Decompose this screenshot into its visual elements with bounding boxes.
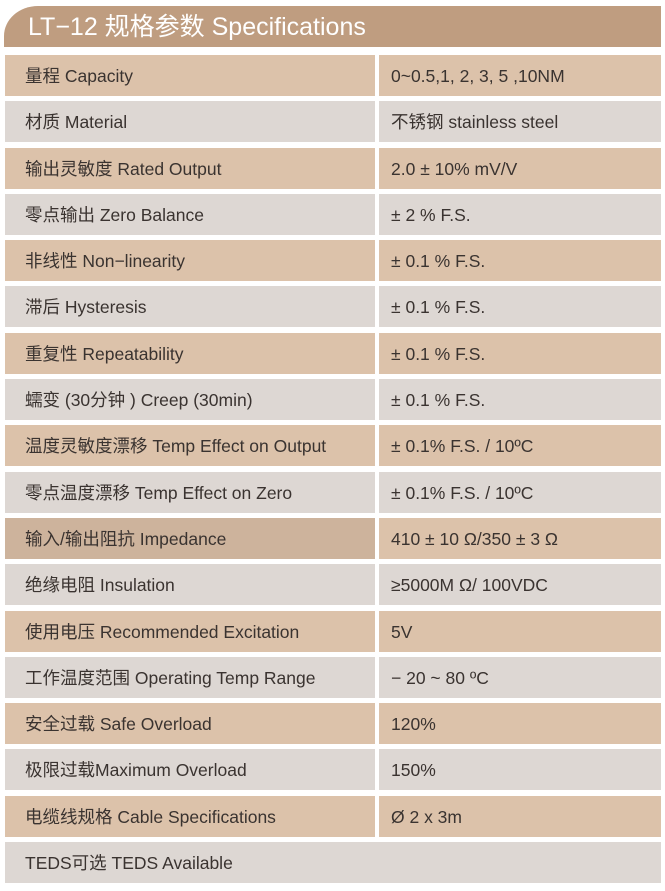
spec-label: 输出灵敏度 Rated Output [5,147,375,189]
spec-value: 不锈钢 stainless steel [379,101,661,143]
spec-label: 零点输出 Zero Balance [5,193,375,235]
spec-row: 输入/输出阻抗 Impedance 410 ± 10 Ω/350 ± 3 Ω [5,517,661,559]
spec-row: 零点温度漂移 Temp Effect on Zero ± 0.1% F.S. /… [5,471,661,513]
spec-row: 材质 Material 不锈钢 stainless steel [5,101,661,143]
spec-table-title: LT−12 规格参数 Specifications [4,6,661,47]
spec-label: 量程 Capacity [5,55,375,96]
spec-label: 材质 Material [5,101,375,143]
spec-row: 零点输出 Zero Balance ± 2 % F.S. [5,193,661,235]
spec-value: Ø 2 x 3m [379,795,661,837]
spec-label: 温度灵敏度漂移 Temp Effect on Output [5,425,375,467]
spec-label: 工作温度范围 Operating Temp Range [5,656,375,698]
spec-row: 重复性 Repeatability ± 0.1 % F.S. [5,332,661,374]
spec-label: 非线性 Non−linearity [5,240,375,282]
spec-row: 使用电压 Recommended Excitation 5V [5,610,661,652]
spec-value: ± 0.1% F.S. / 10ºC [379,471,661,513]
spec-label: 重复性 Repeatability [5,332,375,374]
spec-value: − 20 ~ 80 ºC [379,656,661,698]
spec-label: 极限过载Maximum Overload [5,749,375,791]
spec-label: 安全过载 Safe Overload [5,703,375,745]
spec-value: 0~0.5,1, 2, 3, 5 ,10NM [379,55,661,96]
spec-value: ± 0.1 % F.S. [379,379,661,421]
spec-row: TEDS可选 TEDS Available [5,842,661,884]
spec-row: 电缆线规格 Cable Specifications Ø 2 x 3m [5,795,661,837]
spec-label: 蠕变 (30分钟 ) Creep (30min) [5,379,375,421]
spec-value: ± 0.1% F.S. / 10ºC [379,425,661,467]
spec-label: 滞后 Hysteresis [5,286,375,328]
spec-label: 输入/输出阻抗 Impedance [5,517,375,559]
spec-row: 量程 Capacity 0~0.5,1, 2, 3, 5 ,10NM [5,55,661,96]
spec-value: 2.0 ± 10% mV/V [379,147,661,189]
spec-value: ± 0.1 % F.S. [379,332,661,374]
spec-value: ± 0.1 % F.S. [379,240,661,282]
spec-label: TEDS可选 TEDS Available [5,842,661,884]
spec-row: 输出灵敏度 Rated Output 2.0 ± 10% mV/V [5,147,661,189]
spec-row: 工作温度范围 Operating Temp Range − 20 ~ 80 ºC [5,656,661,698]
spec-row: 蠕变 (30分钟 ) Creep (30min) ± 0.1 % F.S. [5,379,661,421]
spec-label: 绝缘电阻 Insulation [5,564,375,606]
spec-table: 量程 Capacity 0~0.5,1, 2, 3, 5 ,10NM 材质 Mate… [5,55,661,888]
spec-value: 5V [379,610,661,652]
spec-value: 150% [379,749,661,791]
spec-value: ≥5000M Ω/ 100VDC [379,564,661,606]
spec-label: 电缆线规格 Cable Specifications [5,795,375,837]
spec-row: 滞后 Hysteresis ± 0.1 % F.S. [5,286,661,328]
spec-label: 使用电压 Recommended Excitation [5,610,375,652]
spec-value: 410 ± 10 Ω/350 ± 3 Ω [379,517,661,559]
spec-value: ± 0.1 % F.S. [379,286,661,328]
spec-value: ± 2 % F.S. [379,193,661,235]
spec-row: 非线性 Non−linearity ± 0.1 % F.S. [5,240,661,282]
spec-row: 极限过载Maximum Overload 150% [5,749,661,791]
spec-row: 绝缘电阻 Insulation ≥5000M Ω/ 100VDC [5,564,661,606]
spec-row: 安全过载 Safe Overload 120% [5,703,661,745]
spec-label: 零点温度漂移 Temp Effect on Zero [5,471,375,513]
spec-value: 120% [379,703,661,745]
spec-row: 温度灵敏度漂移 Temp Effect on Output ± 0.1% F.S… [5,425,661,467]
